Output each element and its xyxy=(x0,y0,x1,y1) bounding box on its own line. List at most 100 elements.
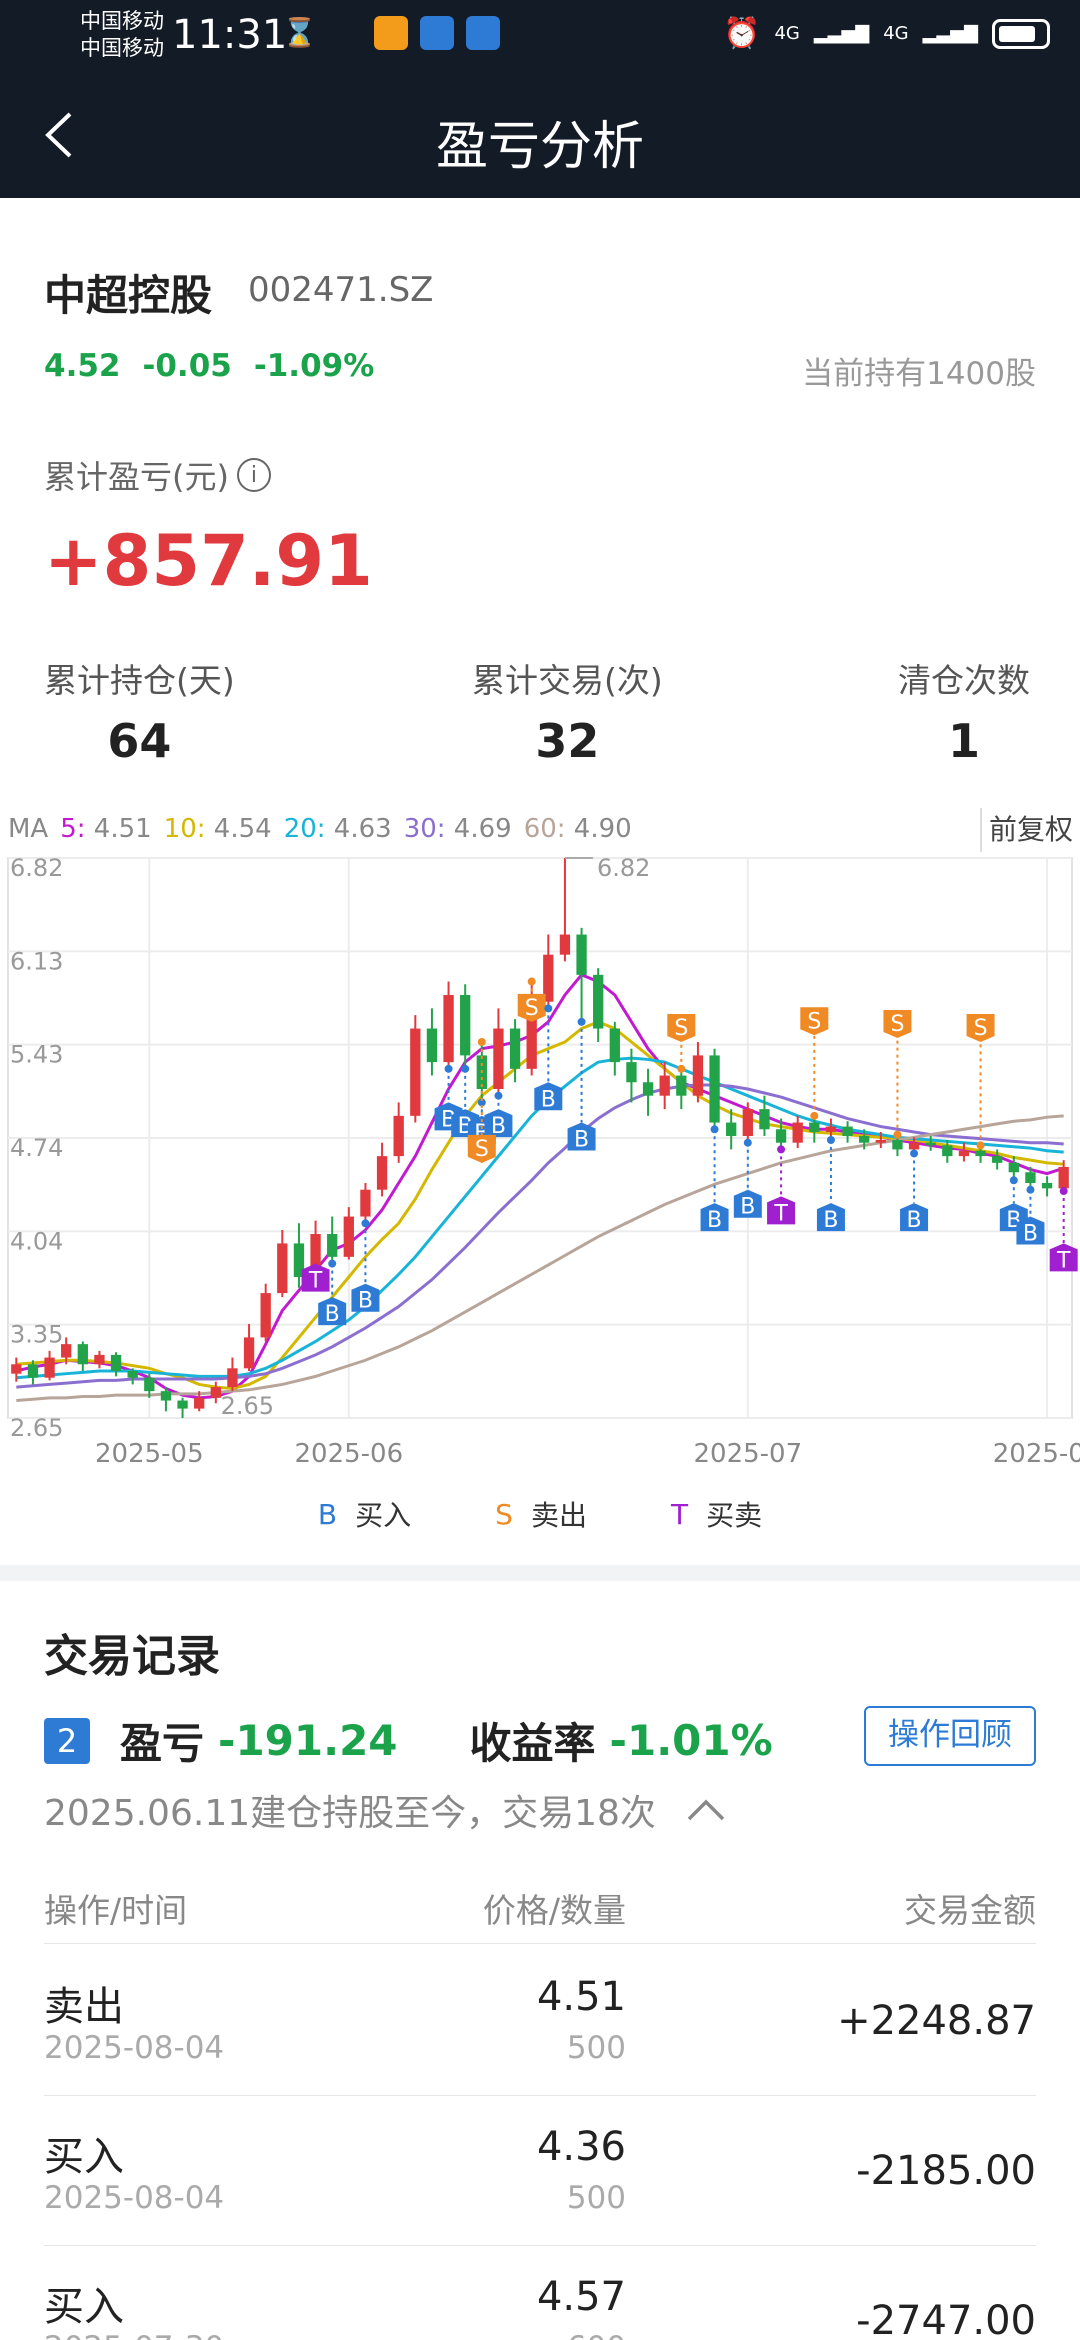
pl-label-row: 累计盈亏(元) i xyxy=(44,452,271,498)
candle-body xyxy=(908,1142,920,1150)
y-tick-label: 6.82 xyxy=(10,854,63,882)
candle-body xyxy=(160,1391,172,1401)
marker-dot xyxy=(677,1064,686,1073)
candle-body xyxy=(94,1354,105,1365)
marker-label: B xyxy=(1023,1222,1038,1247)
row-op: 卖出 xyxy=(44,1984,124,2030)
marker-label: B xyxy=(574,1128,589,1153)
signal-4g-1: 4G xyxy=(774,23,800,44)
ma-line-5 xyxy=(15,973,1065,1400)
ma-item-60: 60: 4.90 xyxy=(524,814,632,844)
candle-body xyxy=(443,994,454,1063)
kline-chart[interactable]: 6.82 6.13 5.43 4.74 4.04 3.35 2.65 2025-05 2025-… xyxy=(0,850,1080,1470)
x-tick-label: 2025-06 xyxy=(294,1439,403,1469)
marker-badge xyxy=(318,1297,347,1326)
price-adjust-toggle[interactable]: 前复权 xyxy=(980,808,1080,852)
stock-code: 002471.SZ xyxy=(248,270,434,310)
back-arrow-icon[interactable] xyxy=(40,110,80,160)
table-row[interactable]: 卖出 2025-08-04 4.51 500 +2248.87 xyxy=(44,1946,1036,2096)
signal-bars-icon-2: ▂▃▅▇ xyxy=(922,23,978,44)
legend-glyph: T xyxy=(670,1497,689,1531)
marker-label: T xyxy=(1056,1248,1071,1273)
stat-trade-count: 累计交易(次) 32 xyxy=(472,654,663,768)
records-table-header: 操作/时间 价格/数量 交易金额 xyxy=(44,1884,1036,1944)
candle-body xyxy=(310,1234,321,1277)
legend-sell: S 卖出 xyxy=(495,1494,587,1534)
candle-body xyxy=(875,1140,886,1143)
table-row[interactable]: 买入 2025-08-04 4.36 500 -2185.00 xyxy=(44,2096,1036,2246)
candle-body xyxy=(742,1109,753,1136)
marker-badge xyxy=(567,1122,596,1151)
records-summary: 2 盈亏 -191.24 收益率 -1.01% xyxy=(44,1710,773,1771)
marker-dot xyxy=(544,1004,553,1013)
col-price-qty: 价格/数量 xyxy=(482,1891,626,1930)
stat-label: 累计交易(次) xyxy=(472,661,663,700)
candle-body xyxy=(526,1001,537,1069)
marker-dot xyxy=(477,1037,486,1046)
marker-badge xyxy=(767,1196,796,1225)
candle-body xyxy=(842,1126,853,1136)
candle-body xyxy=(593,974,604,1029)
pl-label-small: 盈亏 xyxy=(120,1719,205,1768)
candle-body xyxy=(692,1055,704,1096)
marker-dot xyxy=(976,1141,985,1150)
ma-line-60 xyxy=(16,1114,1064,1403)
stat-value: 32 xyxy=(535,714,600,768)
candle-body xyxy=(676,1075,687,1096)
row-date: 2025-07-30 xyxy=(44,2330,224,2340)
col-op-time: 操作/时间 xyxy=(44,1891,188,1930)
row-date: 2025-08-04 xyxy=(44,2180,225,2216)
candle-body xyxy=(127,1370,138,1378)
x-tick-label: 2025-08 xyxy=(993,1439,1080,1469)
candle-body xyxy=(410,1028,421,1116)
marker-badge xyxy=(966,1013,995,1042)
candle-body xyxy=(293,1243,305,1277)
candle-body xyxy=(194,1397,205,1409)
marker-dot xyxy=(461,1064,470,1073)
marker-badge xyxy=(517,993,546,1022)
marker-dot xyxy=(710,1125,719,1134)
marker-dot xyxy=(1059,1187,1068,1196)
candle-body xyxy=(1041,1182,1053,1189)
min-price-label: 2.65 xyxy=(221,1392,274,1420)
candle-body xyxy=(44,1357,55,1378)
stat-value: 1 xyxy=(947,714,980,768)
candle-body xyxy=(260,1293,271,1338)
ma-value: 4.51 xyxy=(93,814,152,844)
marker-badge xyxy=(800,1007,829,1036)
marker-dot xyxy=(444,1064,453,1073)
marker-label: B xyxy=(358,1289,373,1314)
review-button[interactable]: 操作回顾 xyxy=(864,1706,1036,1766)
marker-badge xyxy=(534,1082,563,1111)
app-blue-icon-2 xyxy=(466,16,500,50)
candle-body xyxy=(360,1189,371,1217)
stock-quote: 4.52 -0.05 -1.09% xyxy=(44,348,374,384)
candle-body xyxy=(277,1243,288,1294)
legend-label: 买卖 xyxy=(706,1499,763,1532)
chevron-up-icon[interactable] xyxy=(686,1797,726,1823)
ma-key: 20: xyxy=(283,814,326,844)
ma-key: 5: xyxy=(60,814,86,844)
stat-label: 累计持仓(天) xyxy=(44,661,235,700)
candle-body xyxy=(958,1150,970,1157)
candle-body xyxy=(975,1150,986,1157)
marker-badge xyxy=(883,1009,912,1038)
candle-body xyxy=(609,1028,620,1063)
signal-4g-2: 4G xyxy=(883,23,909,44)
candle-body xyxy=(27,1364,39,1378)
marker-label: S xyxy=(807,1009,821,1034)
candle-body xyxy=(925,1142,936,1146)
candle-body xyxy=(576,934,587,975)
max-price-label: 6.82 xyxy=(597,854,650,882)
candle-body xyxy=(892,1140,903,1150)
candle-body xyxy=(809,1122,820,1132)
info-icon[interactable]: i xyxy=(236,458,271,492)
y-tick-label: 4.74 xyxy=(10,1134,63,1162)
table-row[interactable]: 买入 2025-07-30 4.57 600 -2747.00 xyxy=(44,2246,1036,2340)
marker-dot xyxy=(527,977,536,986)
row-price: 4.36 xyxy=(536,2124,626,2170)
marker-label: T xyxy=(773,1201,788,1226)
candle-body xyxy=(509,1028,521,1069)
marker-badge xyxy=(1016,1216,1045,1245)
marker-dot xyxy=(910,1149,919,1158)
